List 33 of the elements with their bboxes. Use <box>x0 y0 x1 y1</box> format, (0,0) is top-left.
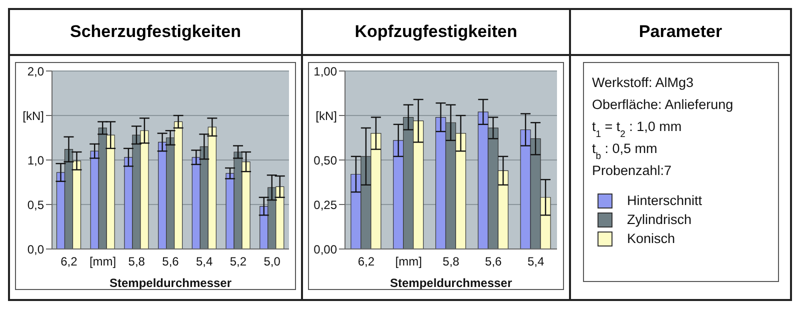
y-tick-label: 0,5 <box>27 198 44 212</box>
chart-title: Kopfzugfestigkeiten <box>303 10 569 56</box>
x-tick-label: 5,6 <box>162 254 180 269</box>
chart-title: Scherzugfestigkeiten <box>10 10 301 56</box>
text: Werkstoff: AlMg3 <box>592 75 694 90</box>
x-tick-label: 5,8 <box>128 254 146 269</box>
x-tick-label: [mm] <box>89 254 116 269</box>
legend-label: Zylindrisch <box>627 212 692 227</box>
y-tick-label: [kN] <box>22 108 44 123</box>
text: Parameter <box>571 10 790 56</box>
text: Probenzahl:7 <box>592 163 672 178</box>
y-tick-label: 0,0 <box>27 242 44 256</box>
y-tick-label: 1,0 <box>27 153 44 168</box>
x-tick-label: [mm] <box>395 254 422 269</box>
x-tick-label: 6,2 <box>60 254 78 269</box>
y-tick-label: 0,00 <box>314 242 338 256</box>
text: t$_{b}$ : 0,5 mm <box>592 141 657 162</box>
y-tick-label: [kN] <box>316 108 337 123</box>
x-tick-label: 6,2 <box>358 254 375 269</box>
text: Oberfläche: Anlieferung <box>592 97 733 112</box>
y-tick-label: 0,25 <box>314 198 338 212</box>
x-tick-label: 5,6 <box>485 254 502 269</box>
legend-label: Konisch <box>627 231 676 246</box>
y-tick-label: 1,00 <box>314 64 338 78</box>
legend-label: Hinterschnitt <box>627 193 702 208</box>
x-tick-label: 5,4 <box>527 254 544 269</box>
y-tick-label: 0,50 <box>314 153 338 168</box>
x-tick-label: 5,2 <box>230 254 247 269</box>
y-tick-label: 2,0 <box>27 64 44 78</box>
x-tick-label: 5,8 <box>442 254 460 269</box>
x-tick-label: 5,0 <box>264 254 281 269</box>
text: t$_{1}$ = t$_{2}$ : 1,0 mm <box>592 119 682 140</box>
x-tick-label: 5,4 <box>196 254 214 269</box>
